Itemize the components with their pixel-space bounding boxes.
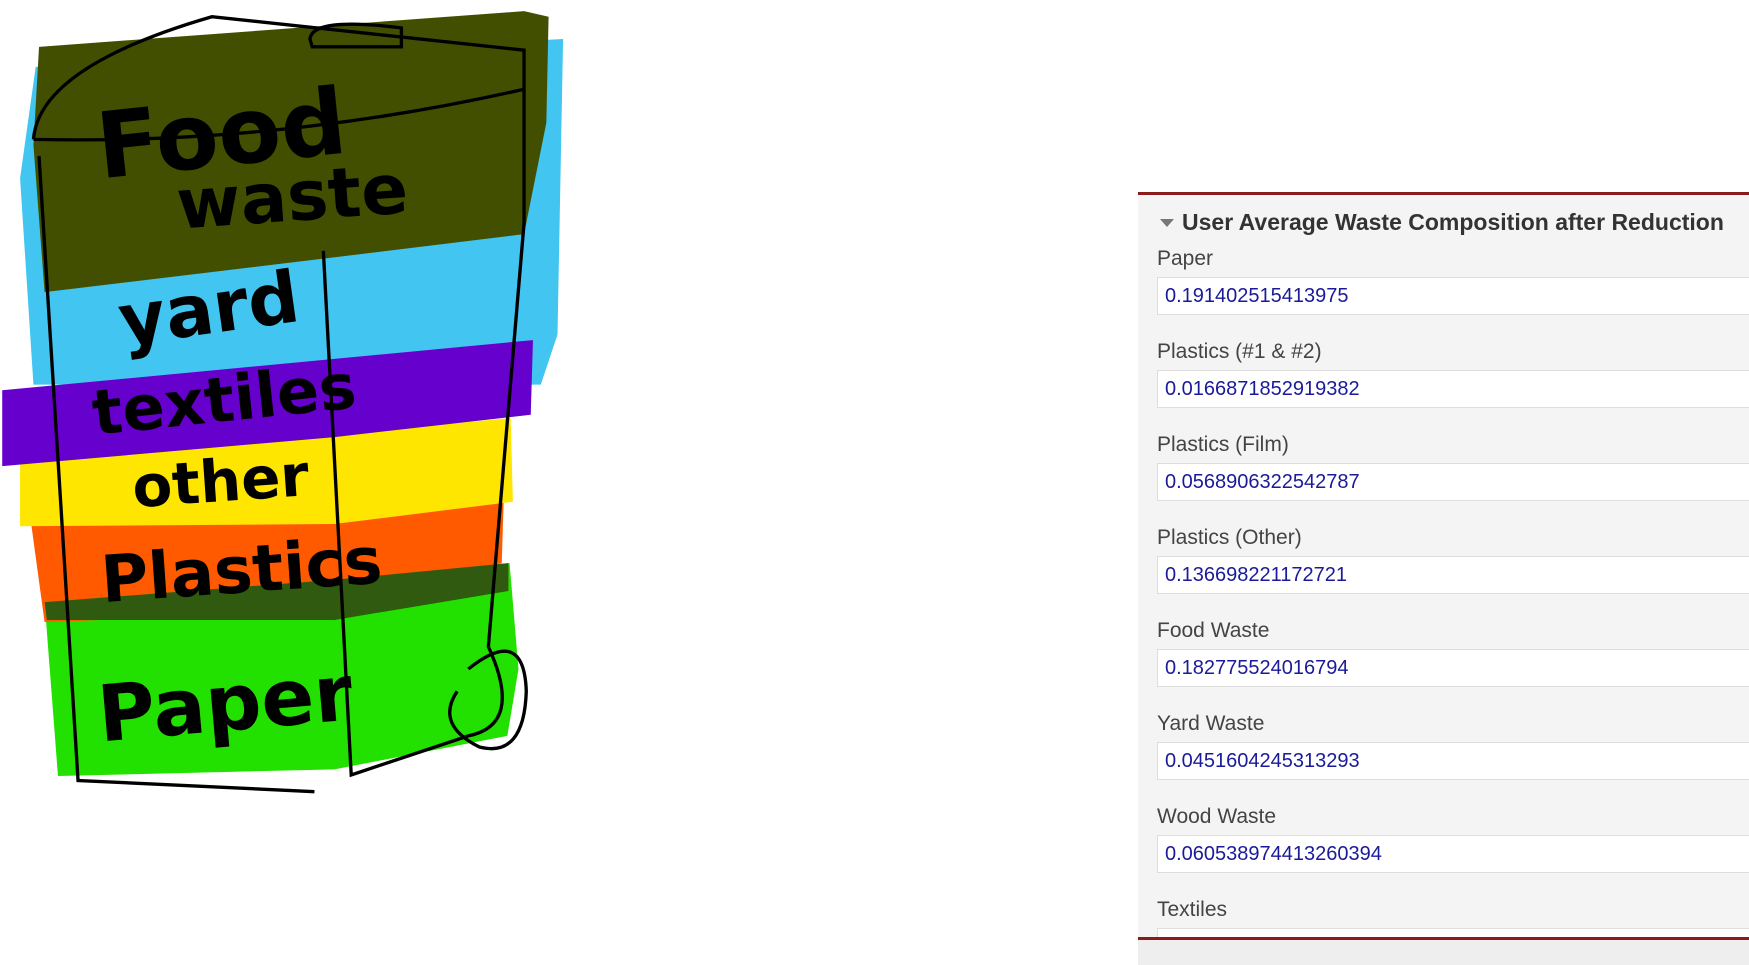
field-label: Paper: [1157, 247, 1214, 270]
sketch: Food waste yard textiles other Plastics …: [2, 11, 564, 794]
field-value[interactable]: 0.136698221172721: [1157, 556, 1749, 594]
field-label: Yard Waste: [1157, 712, 1265, 735]
field-label: Textiles: [1157, 898, 1228, 921]
attribute-panel: User Average Waste Composition after Red…: [1138, 192, 1749, 940]
field-value[interactable]: 0.060538974413260394: [1157, 835, 1749, 873]
sketch-label: waste: [174, 150, 411, 246]
trash-can-drawing: [2, 11, 564, 794]
field-label: Plastics (Film): [1157, 433, 1289, 456]
field-label: Plastics (#1 & #2): [1157, 340, 1322, 363]
panel-footer: [1138, 940, 1749, 965]
field-value[interactable]: 0.191402515413975: [1157, 277, 1749, 315]
field-value[interactable]: [1157, 928, 1749, 937]
field-label: Food Waste: [1157, 619, 1270, 642]
field-value[interactable]: 0.182775524016794: [1157, 649, 1749, 687]
field-label: Wood Waste: [1157, 805, 1277, 828]
field-label: Plastics (Other): [1157, 526, 1302, 549]
panel-title: User Average Waste Composition after Red…: [1182, 209, 1724, 235]
sketch-label: Food: [91, 68, 351, 201]
sketch-label: Paper: [94, 648, 356, 760]
field-value[interactable]: 0.0451604245313293: [1157, 742, 1749, 780]
field-value[interactable]: 0.0568906322542787: [1157, 463, 1749, 501]
field-value[interactable]: 0.0166871852919382: [1157, 370, 1749, 408]
collapse-toggle[interactable]: [1160, 219, 1174, 227]
sketch-label: other: [130, 441, 311, 521]
sketch-labels: Food waste yard textiles other Plastics …: [89, 68, 411, 761]
